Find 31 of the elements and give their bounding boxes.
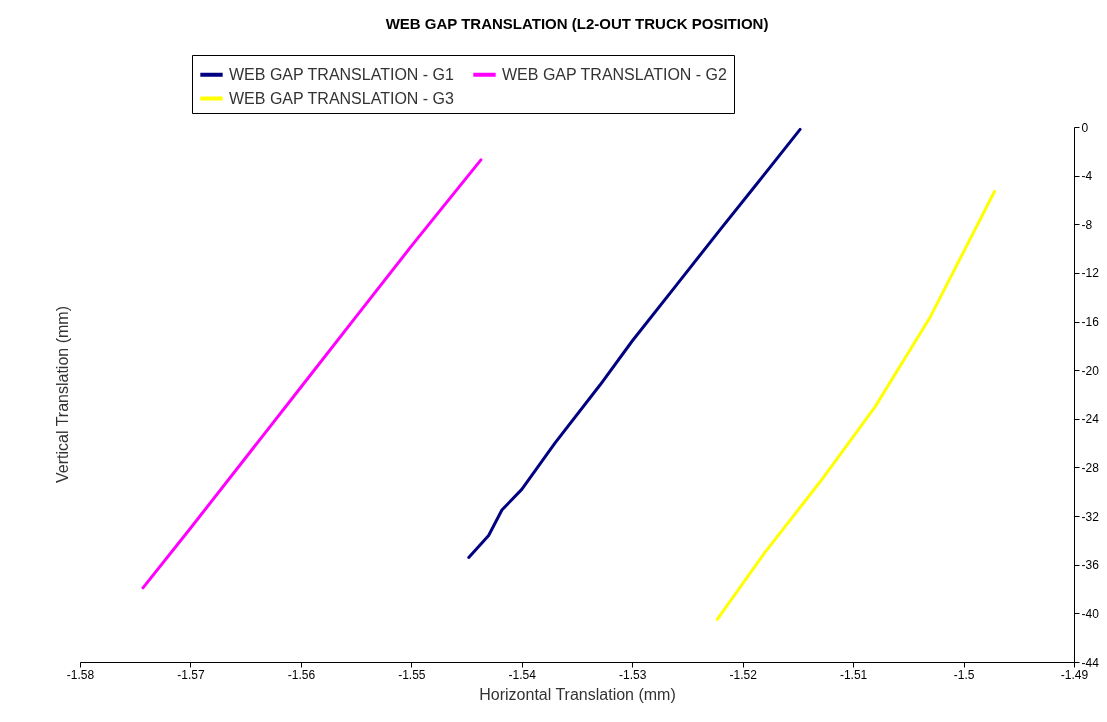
y-axis-title: Vertical Translation (mm)	[54, 306, 71, 483]
y-tick-label: -40	[1081, 606, 1100, 621]
x-tick-label: -1.55	[398, 667, 426, 682]
line-series	[467, 127, 802, 559]
x-tick-label: -1.56	[287, 667, 316, 682]
x-tick-label: -1.53	[619, 667, 647, 682]
chart-title: WEB GAP TRANSLATION (L2-OUT TRUCK POSITION)	[385, 15, 769, 32]
x-tick-label: -1.58	[66, 667, 95, 682]
y-tick-label: -44	[1081, 655, 1100, 670]
x-axis-title: Horizontal Translation (mm)	[479, 685, 676, 703]
y-tick-label: -20	[1081, 363, 1100, 378]
y-tick-label: -24	[1081, 412, 1100, 427]
x-tick-label: -1.52	[729, 667, 758, 682]
y-tick-label: -4	[1081, 169, 1093, 184]
x-tick-label: -1.57	[177, 667, 205, 682]
legend-label: WEB GAP TRANSLATION - G1	[229, 65, 455, 83]
y-tick-label: -16	[1081, 315, 1100, 330]
y-tick-label: -12	[1081, 266, 1100, 281]
line-series	[141, 158, 483, 590]
y-tick-label: -36	[1081, 558, 1100, 573]
y-tick-label: 0	[1081, 120, 1089, 135]
y-tick-label: -8	[1081, 217, 1093, 232]
x-tick-label: -1.5	[953, 667, 975, 682]
x-tick-label: -1.49	[1060, 667, 1089, 682]
y-tick-label: -32	[1081, 509, 1100, 524]
x-tick-label: -1.54	[508, 667, 537, 682]
legend-label: WEB GAP TRANSLATION - G3	[229, 89, 455, 107]
line-series	[715, 189, 996, 621]
y-tick-label: -28	[1081, 460, 1100, 475]
legend-label: WEB GAP TRANSLATION - G2	[502, 65, 728, 83]
x-tick-label: -1.51	[839, 667, 868, 682]
